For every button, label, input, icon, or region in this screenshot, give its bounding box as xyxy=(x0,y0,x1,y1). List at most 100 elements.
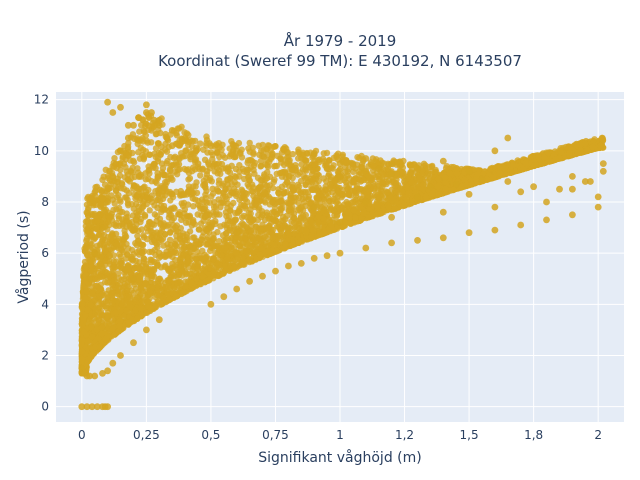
scatter-point xyxy=(136,128,143,135)
scatter-point xyxy=(152,188,159,195)
scatter-point xyxy=(419,181,427,189)
scatter-point xyxy=(291,166,298,174)
scatter-point xyxy=(226,153,233,160)
scatter-point xyxy=(133,192,140,199)
scatter-point xyxy=(432,168,440,175)
scatter-point xyxy=(241,175,248,183)
scatter-point xyxy=(139,241,146,249)
scatter-point xyxy=(148,306,155,313)
scatter-point xyxy=(171,242,178,250)
scatter-point xyxy=(138,226,145,233)
scatter-point xyxy=(219,141,226,148)
scatter-point xyxy=(248,202,256,209)
scatter-point xyxy=(337,165,344,173)
scatter-point xyxy=(291,230,298,237)
scatter-point xyxy=(416,175,423,183)
scatter-point xyxy=(82,311,89,318)
scatter-point xyxy=(442,178,449,186)
scatter-point xyxy=(186,241,193,249)
scatter-point xyxy=(133,209,140,216)
scatter-point xyxy=(92,201,100,208)
scatter-point xyxy=(347,219,354,227)
scatter-point xyxy=(115,270,122,277)
scatter-point xyxy=(173,232,180,239)
scatter-point xyxy=(152,145,160,152)
scatter-point xyxy=(190,203,197,210)
scatter-point xyxy=(291,214,298,222)
scatter-point xyxy=(217,204,224,211)
scatter-point xyxy=(138,249,145,257)
scatter-point xyxy=(277,197,284,205)
scatter-point xyxy=(238,154,246,161)
scatter-point xyxy=(314,171,321,178)
scatter-point xyxy=(272,143,279,150)
scatter-point xyxy=(94,217,101,224)
scatter-point xyxy=(138,122,145,129)
scatter-point xyxy=(184,201,192,208)
scatter-point xyxy=(123,194,130,201)
scatter-point xyxy=(236,162,243,169)
scatter-point xyxy=(278,159,285,166)
scatter-point xyxy=(206,247,214,255)
scatter-point xyxy=(138,215,145,223)
scatter-point xyxy=(136,172,143,180)
scatter-point xyxy=(273,170,280,177)
scatter-point xyxy=(231,185,238,193)
scatter-point xyxy=(206,165,213,172)
scatter-point xyxy=(154,197,161,204)
scatter-point xyxy=(446,170,453,177)
scatter-point xyxy=(98,291,106,299)
scatter-point xyxy=(189,234,197,241)
scatter-point xyxy=(230,223,237,230)
scatter-point xyxy=(226,175,234,182)
chart-title-line2: Koordinat (Sweref 99 TM): E 430192, N 61… xyxy=(158,52,522,70)
scatter-point xyxy=(87,301,94,309)
scatter-point xyxy=(115,204,123,212)
scatter-point xyxy=(165,244,172,251)
scatter-point xyxy=(111,200,118,207)
scatter-point xyxy=(167,171,174,179)
scatter-point xyxy=(298,203,305,211)
scatter-point xyxy=(181,191,188,199)
scatter-point xyxy=(151,202,158,209)
scatter-point xyxy=(111,155,118,162)
scatter-point xyxy=(148,178,155,185)
scatter-point xyxy=(172,237,180,244)
scatter-point xyxy=(92,184,99,191)
scatter-point xyxy=(163,178,171,186)
scatter-point xyxy=(105,218,112,225)
scatter-point xyxy=(159,165,167,172)
scatter-point xyxy=(285,172,293,180)
scatter-point xyxy=(219,232,227,239)
scatter-point xyxy=(170,221,177,229)
scatter-point xyxy=(192,255,199,262)
scatter-point xyxy=(100,231,108,239)
scatter-point xyxy=(264,169,271,176)
scatter-point xyxy=(162,253,169,260)
scatter-point xyxy=(253,197,261,205)
scatter-point xyxy=(338,204,346,211)
scatter-point xyxy=(390,179,398,186)
scatter-point xyxy=(147,195,154,202)
scatter-point xyxy=(167,153,174,161)
scatter-point xyxy=(229,140,236,148)
scatter-point xyxy=(88,258,95,265)
scatter-point xyxy=(341,177,348,184)
scatter-point xyxy=(251,159,259,167)
scatter-point xyxy=(448,163,455,171)
scatter-point xyxy=(161,230,169,238)
scatter-point xyxy=(132,217,140,224)
scatter-point xyxy=(85,212,92,219)
scatter-point xyxy=(178,216,185,223)
scatter-point xyxy=(250,166,257,174)
scatter-point xyxy=(277,205,285,213)
scatter-point xyxy=(254,216,261,224)
scatter-point xyxy=(302,181,309,188)
scatter-point xyxy=(105,209,112,216)
scatter-point xyxy=(228,245,235,252)
scatter-point xyxy=(184,258,192,265)
scatter-point xyxy=(375,195,383,202)
scatter-point xyxy=(145,186,152,194)
scatter-point xyxy=(305,193,313,200)
